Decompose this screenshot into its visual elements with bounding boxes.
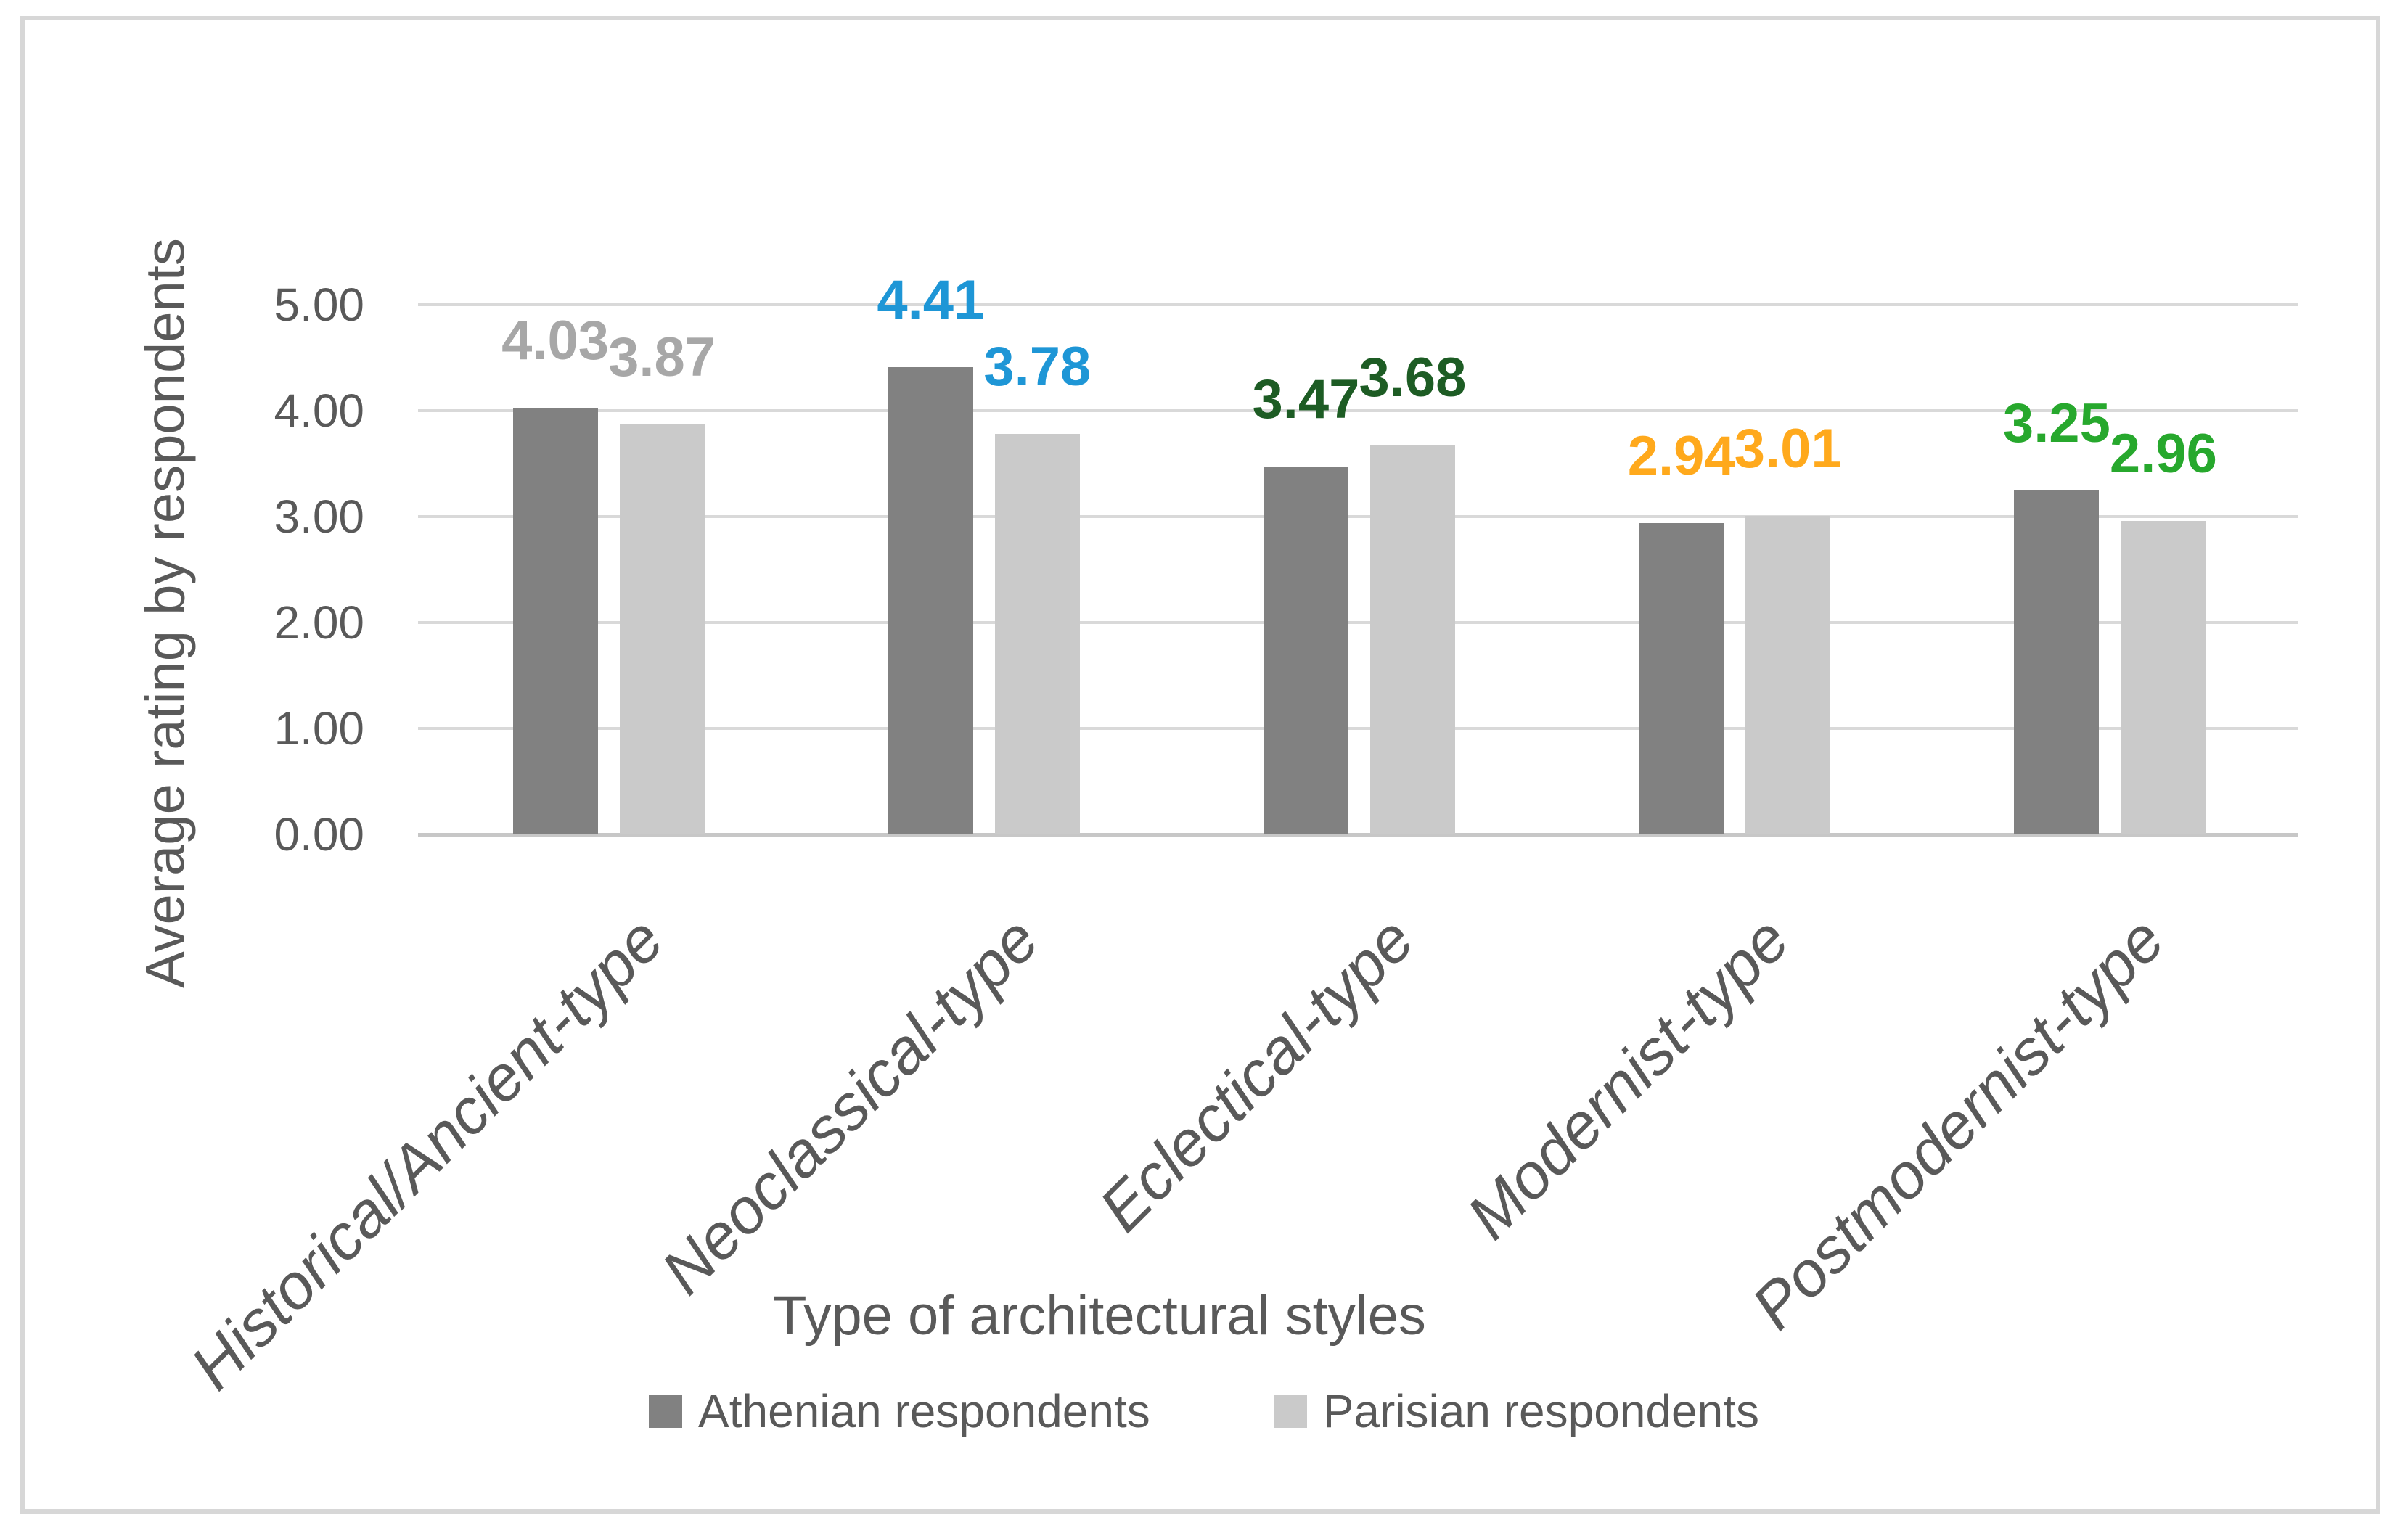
bar-athenian-3 — [1639, 522, 1724, 834]
data-label-parisian-2: 3.68 — [1359, 346, 1467, 408]
legend-item-parisian: Parisian respondents — [1273, 1384, 1759, 1438]
gridline-3.00 — [418, 515, 2298, 518]
data-label-athenian-1: 4.41 — [877, 269, 985, 332]
gridline-1.00 — [418, 727, 2298, 730]
data-label-athenian-4: 3.25 — [2002, 392, 2110, 454]
data-label-athenian-3: 2.94 — [1627, 424, 1735, 487]
x-axis-line — [418, 832, 2298, 837]
bar-parisian-4 — [2121, 520, 2206, 834]
legend-swatch-parisian — [1273, 1395, 1307, 1428]
bar-athenian-2 — [1264, 467, 1348, 834]
legend-label-parisian: Parisian respondents — [1322, 1385, 1759, 1437]
legend-item-athenian: Athenian respondents — [649, 1384, 1150, 1438]
data-label-athenian-2: 3.47 — [1252, 369, 1360, 431]
y-tick-label-5.00: 5.00 — [274, 279, 364, 331]
bar-parisian-0 — [619, 424, 705, 834]
bar-athenian-1 — [888, 367, 973, 834]
data-label-parisian-3: 3.01 — [1734, 417, 1842, 480]
data-label-parisian-1: 3.78 — [983, 336, 1092, 398]
bar-athenian-4 — [2014, 490, 2100, 834]
y-tick-label-3.00: 3.00 — [274, 490, 364, 543]
y-tick-label-0.00: 0.00 — [274, 808, 364, 861]
y-tick-label-4.00: 4.00 — [274, 385, 364, 437]
y-tick-label-2.00: 2.00 — [274, 596, 364, 649]
y-tick-label-1.00: 1.00 — [274, 702, 364, 755]
bar-parisian-3 — [1745, 515, 1831, 834]
figure-border — [20, 16, 2380, 1514]
legend: Athenian respondents Parisian respondent… — [0, 1379, 2408, 1444]
gridline-2.00 — [418, 621, 2298, 624]
data-label-parisian-4: 2.96 — [2109, 422, 2217, 485]
bar-athenian-0 — [512, 407, 598, 834]
legend-label-athenian: Athenian respondents — [698, 1385, 1150, 1437]
data-label-parisian-0: 3.87 — [608, 326, 716, 388]
gridline-5.00 — [418, 303, 2298, 306]
bar-parisian-2 — [1370, 444, 1455, 834]
x-axis-title: Type of architectural styles — [773, 1285, 1426, 1347]
data-label-athenian-0: 4.03 — [501, 309, 610, 371]
gridline-4.00 — [418, 409, 2298, 412]
legend-swatch-athenian — [649, 1395, 683, 1428]
bar-parisian-1 — [994, 434, 1080, 834]
